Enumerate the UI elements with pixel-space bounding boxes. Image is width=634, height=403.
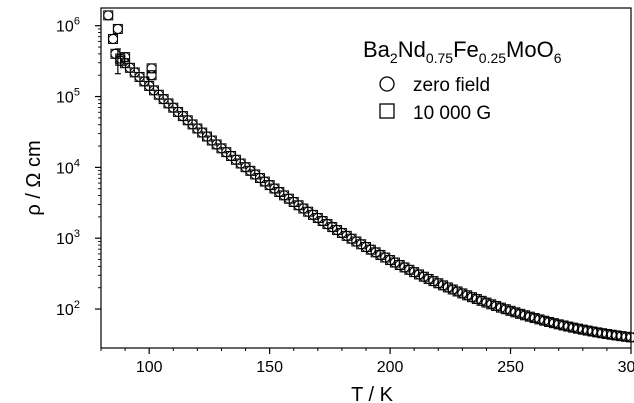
x-tick-label: 100 bbox=[136, 359, 163, 376]
legend-label-zero-field: zero field bbox=[413, 75, 490, 96]
title-subscript: 6 bbox=[554, 50, 562, 66]
chart-title: Ba2Nd0.75Fe0.25MoO6 bbox=[363, 37, 562, 66]
title-text: MoO bbox=[506, 37, 554, 62]
title-text: Ba bbox=[363, 37, 391, 62]
data-points bbox=[103, 10, 634, 343]
y-tick-label: 104 bbox=[56, 157, 80, 177]
outlier-circle bbox=[120, 52, 131, 63]
x-tick-label: 150 bbox=[256, 359, 283, 376]
title-subscript: 0.75 bbox=[426, 50, 453, 66]
title-text: Nd bbox=[398, 37, 426, 62]
minor-ticks bbox=[98, 28, 608, 351]
outlier-circle bbox=[112, 23, 123, 34]
x-tick-label: 200 bbox=[377, 359, 404, 376]
x-axis-label: T / K bbox=[351, 384, 394, 403]
x-axis: 100 150 200 250 300 bbox=[136, 348, 634, 376]
legend-marker-circle bbox=[379, 76, 395, 92]
outlier-circle bbox=[146, 70, 157, 81]
outlier-circle bbox=[146, 63, 157, 74]
data-point-circle bbox=[626, 332, 634, 343]
legend-label-10000g: 10 000 G bbox=[413, 103, 491, 124]
title-text: Fe bbox=[453, 37, 479, 62]
y-tick-label: 102 bbox=[56, 299, 80, 319]
outlier-circle bbox=[103, 10, 114, 21]
y-axis-label: ρ / Ω cm bbox=[23, 140, 45, 215]
outlier-circle bbox=[108, 33, 119, 44]
y-axis: 102 103 104 105 106 bbox=[56, 16, 101, 319]
title-subscript: 0.25 bbox=[479, 50, 506, 66]
title-subscript: 2 bbox=[390, 50, 398, 66]
x-tick-label: 250 bbox=[497, 359, 524, 376]
y-tick-label: 105 bbox=[56, 87, 80, 107]
x-tick-label: 300 bbox=[618, 359, 634, 376]
y-tick-label: 106 bbox=[56, 16, 80, 36]
y-tick-label: 103 bbox=[56, 228, 80, 248]
legend: zero field 10 000 G bbox=[379, 75, 491, 124]
legend-marker-square bbox=[379, 103, 395, 119]
